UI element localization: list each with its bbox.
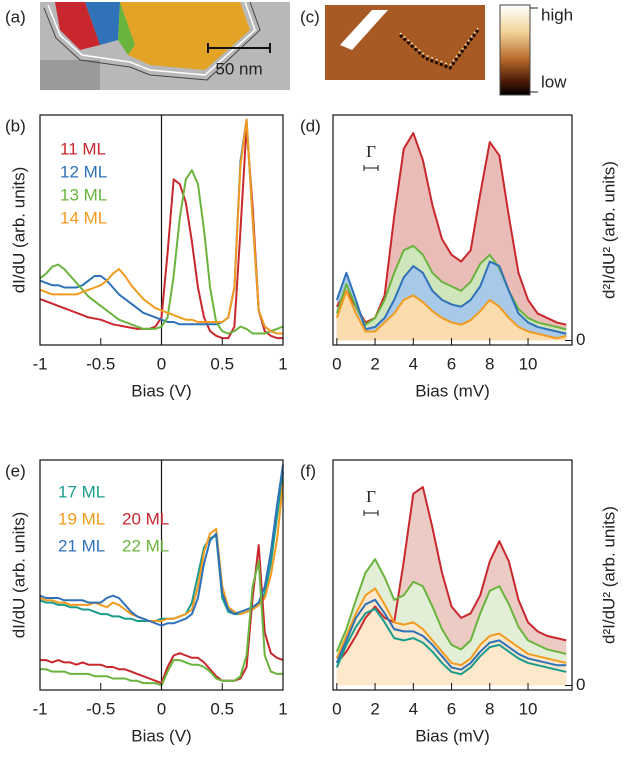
legend-entry: 20 ML	[122, 509, 169, 528]
x-tick-label: 1	[278, 699, 287, 718]
series-line	[39, 118, 283, 335]
y-axis-label: dI/dU (arb. units)	[9, 512, 28, 639]
panel-label: (d)	[300, 116, 321, 135]
x-axis-label: Bias (V)	[131, 726, 191, 745]
plot-area	[335, 132, 567, 341]
x-tick-label: 1	[278, 354, 287, 373]
image-a: 50 nm	[40, 1, 290, 90]
x-tick-label: 10	[519, 354, 538, 373]
series-line	[335, 607, 567, 676]
series-line	[335, 587, 567, 667]
x-tick-label: 0	[332, 699, 341, 718]
x-tick-label: -1	[32, 699, 47, 718]
x-tick-label: -1	[32, 354, 47, 373]
axes-frame	[332, 114, 573, 346]
panel-label: (f)	[300, 461, 316, 480]
x-axis-label: Bias (mV)	[415, 726, 490, 745]
plot-area	[39, 460, 284, 690]
x-tick-label: -0.5	[86, 699, 115, 718]
legend-entry: 11 ML	[60, 139, 106, 158]
series-line	[335, 598, 567, 671]
legend-entry: 12 ML	[60, 162, 107, 181]
legend-entry: 22 ML	[122, 536, 169, 555]
colorbar-label: low	[541, 72, 567, 91]
x-tick-label: 6	[447, 354, 456, 373]
y-axis-label: dI/dU (arb. units)	[9, 167, 28, 294]
plot-area	[335, 486, 567, 686]
series-line	[335, 558, 567, 655]
series-line	[335, 260, 567, 335]
plot-area	[39, 115, 284, 345]
x-tick-label: 2	[370, 699, 379, 718]
y-tick-label: 0	[576, 330, 585, 349]
x-tick-label: 0	[157, 699, 166, 718]
legend-entry: 13 ML	[60, 185, 107, 204]
series-line	[336, 486, 567, 664]
x-tick-label: 4	[409, 354, 418, 373]
legend-entry: 19 ML	[58, 509, 105, 528]
x-tick-label: 4	[409, 699, 418, 718]
annotation: Γ	[366, 142, 376, 161]
x-axis-label: Bias (mV)	[415, 381, 490, 400]
x-tick-label: 0.5	[210, 354, 234, 373]
image-c	[325, 5, 485, 80]
x-tick-label: 0	[157, 354, 166, 373]
x-tick-label: 0	[332, 354, 341, 373]
series-line	[335, 244, 567, 331]
x-tick-label: 2	[370, 354, 379, 373]
axes-frame	[332, 459, 573, 691]
area	[336, 290, 567, 341]
legend-entry: 17 ML	[58, 482, 105, 501]
legend-entry: 14 ML	[60, 208, 107, 227]
x-tick-label: -0.5	[86, 354, 115, 373]
x-tick-label: 0.5	[210, 699, 234, 718]
colorbar	[499, 4, 531, 96]
y-axis-label: d²I/dU² (arb. units)	[599, 161, 618, 299]
annotation: Γ	[366, 487, 376, 506]
legend-entry: 21 ML	[58, 536, 105, 555]
y-axis-label: d²I/dU² (arb. units)	[599, 506, 618, 644]
scale-bar-label: 50 nm	[215, 59, 262, 78]
panel-label: (a)	[5, 7, 26, 26]
series-line	[39, 125, 283, 340]
area	[336, 588, 567, 686]
panel-label: (c)	[300, 7, 320, 26]
panel-label: (e)	[5, 461, 26, 480]
x-tick-label: 10	[519, 699, 538, 718]
series-line	[335, 289, 567, 340]
x-tick-label: 8	[485, 354, 494, 373]
x-tick-label: 8	[485, 699, 494, 718]
series-line	[39, 169, 284, 335]
x-axis-label: Bias (V)	[131, 381, 191, 400]
y-tick-label: 0	[576, 675, 585, 694]
panel-label: (b)	[5, 116, 26, 135]
x-tick-label: 6	[447, 699, 456, 718]
series-line	[39, 482, 284, 622]
colorbar-label: high	[541, 5, 573, 24]
series-line	[39, 464, 284, 627]
